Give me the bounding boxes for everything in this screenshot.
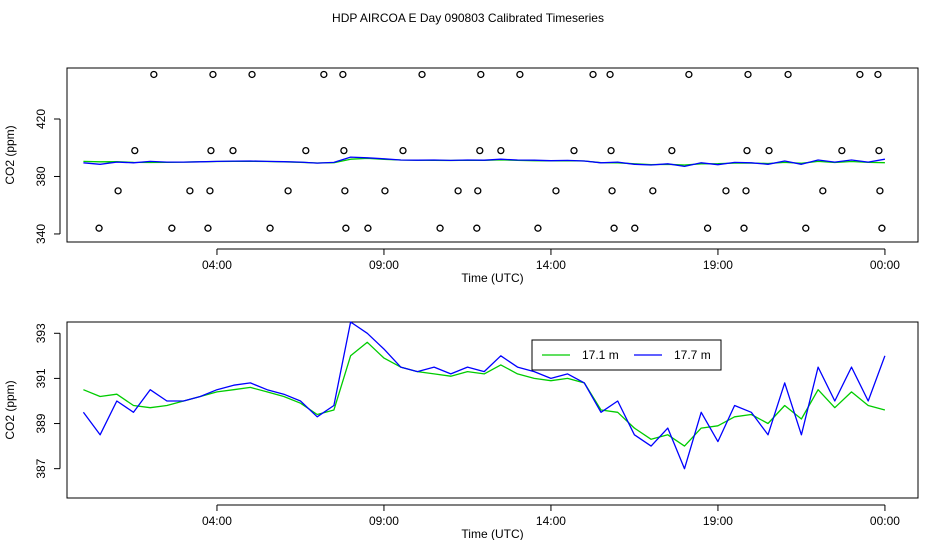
- data-point: [320, 70, 328, 79]
- data-point: [744, 70, 752, 79]
- data-point: [229, 146, 237, 155]
- data-point: [497, 146, 505, 155]
- data-point: [649, 187, 657, 195]
- x-tick-label: 19:00: [703, 258, 733, 272]
- data-point: [340, 146, 348, 155]
- legend-label: 17.1 m: [582, 348, 619, 362]
- x-axis-label: Time (UTC): [461, 271, 523, 285]
- x-tick-label: 19:00: [703, 514, 733, 528]
- panel: 04:00 09:00 14:00 19:00 00:00 Time (UTC) 340 38…: [3, 67, 919, 285]
- data-point: [284, 187, 292, 195]
- data-point: [206, 187, 214, 195]
- series-line: [83, 156, 886, 168]
- data-point: [454, 187, 462, 195]
- y-tick-label: 380: [34, 166, 48, 186]
- data-point: [876, 187, 884, 195]
- series-line: [82, 321, 886, 470]
- data-point: [570, 146, 578, 155]
- data-point: [610, 224, 618, 232]
- data-point: [209, 70, 217, 79]
- y-tick-label: 340: [34, 224, 48, 244]
- x-tick-label: 09:00: [369, 258, 399, 272]
- data-point: [474, 187, 482, 195]
- data-point: [802, 224, 810, 232]
- data-point: [534, 224, 542, 232]
- data-point: [342, 224, 350, 232]
- data-point: [631, 224, 639, 232]
- data-point: [399, 146, 407, 155]
- data-point: [168, 224, 176, 232]
- y-tick-label: 391: [34, 368, 48, 388]
- data-point: [606, 70, 614, 79]
- y-tick-label: 387: [34, 458, 48, 478]
- data-point: [856, 70, 864, 79]
- y-axis-label: CO2 (ppm): [3, 125, 17, 184]
- x-tick-label: 14:00: [536, 514, 566, 528]
- data-point: [668, 146, 676, 155]
- data-point: [150, 70, 158, 79]
- data-point: [114, 187, 122, 195]
- data-point: [248, 70, 256, 79]
- data-point: [874, 70, 882, 79]
- panel: 04:00 09:00 14:00 19:00 00:00 Time (UTC) 387 38…: [3, 321, 919, 540]
- data-point: [875, 146, 883, 155]
- plot-frame: [66, 67, 919, 243]
- data-point: [722, 187, 730, 195]
- data-point: [204, 224, 212, 232]
- data-point: [131, 146, 139, 155]
- data-point: [819, 187, 827, 195]
- data-point: [607, 146, 615, 155]
- data-point: [473, 224, 481, 232]
- data-point: [552, 187, 560, 195]
- plot-frame: [66, 321, 919, 499]
- x-tick-label: 00:00: [870, 258, 900, 272]
- x-tick-label: 04:00: [202, 258, 232, 272]
- data-point: [516, 70, 524, 79]
- data-point: [266, 224, 274, 232]
- data-point: [765, 146, 773, 155]
- legend-label: 17.7 m: [674, 348, 711, 362]
- data-point: [740, 224, 748, 232]
- data-point: [436, 224, 444, 232]
- y-tick-label: 389: [34, 413, 48, 433]
- data-point: [742, 187, 750, 195]
- data-point: [418, 70, 426, 79]
- data-point: [95, 224, 103, 232]
- data-point: [186, 187, 194, 195]
- x-tick-label: 09:00: [369, 514, 399, 528]
- data-point: [703, 224, 712, 232]
- x-axis-label: Time (UTC): [461, 527, 523, 540]
- data-point: [207, 146, 215, 155]
- x-tick-label: 14:00: [536, 258, 566, 272]
- data-point: [589, 70, 597, 79]
- data-point: [784, 70, 792, 79]
- series-line: [83, 341, 886, 447]
- data-point: [364, 224, 372, 232]
- x-tick-label: 04:00: [202, 514, 232, 528]
- data-point: [838, 146, 846, 155]
- data-point: [339, 70, 347, 79]
- data-point: [743, 146, 751, 155]
- y-axis-label: CO2 (ppm): [3, 380, 17, 439]
- data-point: [302, 146, 310, 155]
- data-point: [381, 187, 389, 195]
- data-point: [476, 146, 484, 155]
- data-point: [477, 70, 485, 79]
- page-title: HDP AIRCOA E Day 090803 Calibrated Times…: [332, 11, 604, 25]
- data-point: [685, 70, 693, 79]
- x-tick-label: 00:00: [870, 514, 900, 528]
- y-tick-label: 393: [34, 323, 48, 343]
- data-point: [878, 224, 886, 232]
- y-tick-label: 420: [34, 109, 48, 129]
- data-point: [608, 187, 616, 195]
- data-point: [341, 187, 349, 195]
